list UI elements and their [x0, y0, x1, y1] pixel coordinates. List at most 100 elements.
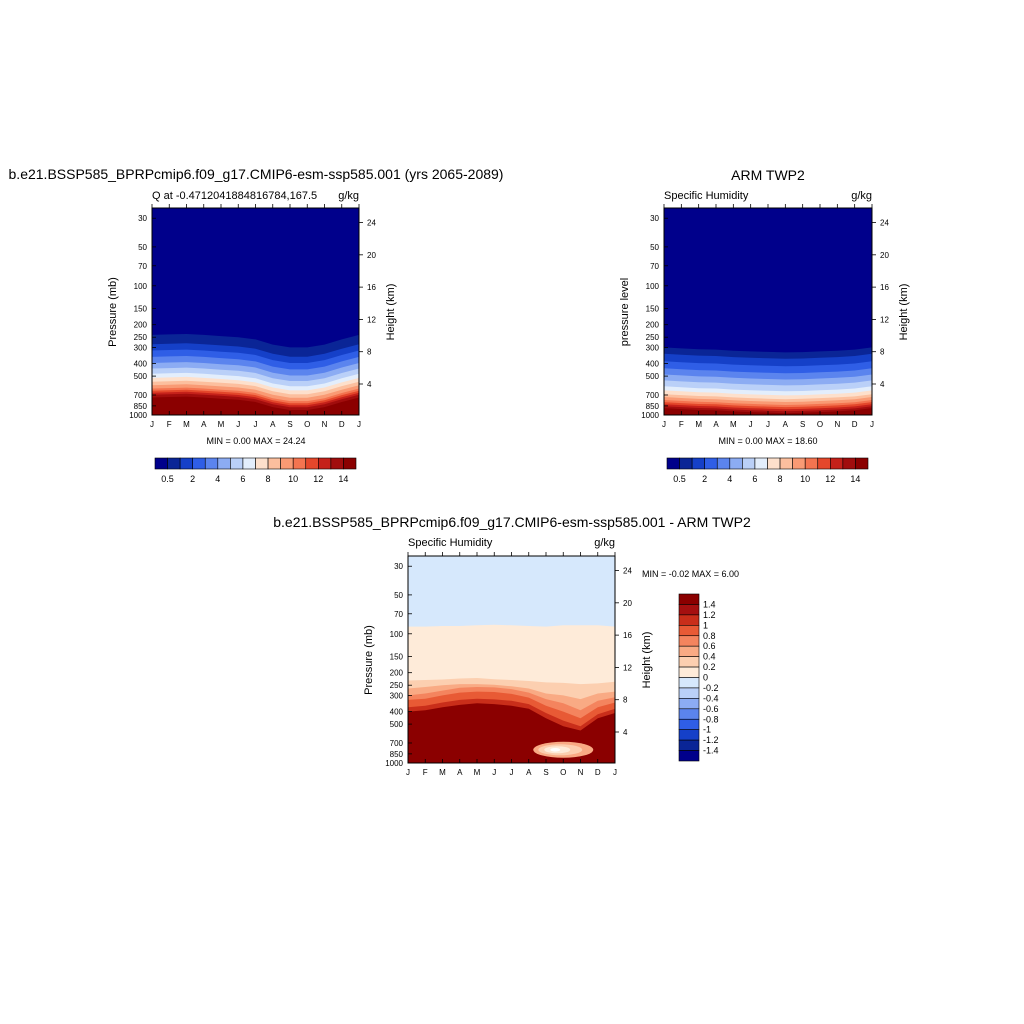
- pressure-tick-label: 100: [646, 282, 660, 291]
- x-tick-label: M: [218, 420, 225, 429]
- colorbar-swatch: [678, 614, 700, 626]
- colorbar-swatch: [754, 457, 768, 470]
- x-tick-label: J: [150, 420, 154, 429]
- panel-diff-minmax: MIN = -0.02 MAX = 6.00: [642, 569, 739, 579]
- panel-obs-colorbar: 0.5 2 4 6 8 10 12 14: [666, 457, 869, 484]
- height-tick-label: 4: [367, 380, 372, 389]
- colorbar-swatch: [330, 457, 344, 470]
- colorbar-swatch: [192, 457, 206, 470]
- panel-diff-units-label: g/kg: [594, 537, 615, 549]
- colorbar-swatch: [679, 457, 693, 470]
- contour-band: [152, 396, 359, 415]
- x-tick-label: A: [526, 768, 532, 777]
- colorbar-swatch: [678, 750, 700, 762]
- panel-diff-field: [408, 556, 615, 763]
- height-tick-label: 16: [880, 283, 889, 292]
- panel-diff: b.e21.BSSP585_BPRPcmip6.f09_g17.CMIP6-es…: [273, 514, 751, 777]
- x-tick-label: M: [695, 420, 702, 429]
- x-tick-label: J: [406, 768, 410, 777]
- colorbar-swatch: [280, 457, 294, 470]
- colorbar-swatch: [217, 457, 231, 470]
- colorbar-swatch: [678, 635, 700, 647]
- x-tick-label: O: [817, 420, 823, 429]
- colorbar-swatch: [204, 457, 219, 470]
- panel-model-units-label: g/kg: [338, 190, 359, 202]
- colorbar-swatch: [842, 457, 856, 470]
- colorbar-label: -0.6: [703, 704, 719, 714]
- colorbar-label: 12: [313, 474, 323, 484]
- height-tick-label: 20: [623, 599, 632, 608]
- colorbar-label: -0.4: [703, 693, 719, 703]
- colorbar-swatch: [255, 457, 269, 470]
- colorbar-swatch: [691, 457, 705, 470]
- x-tick-label: S: [287, 420, 292, 429]
- height-tick-label: 4: [880, 380, 885, 389]
- colorbar-swatch: [678, 718, 700, 730]
- x-tick-label: J: [613, 768, 617, 777]
- height-tick-label: 4: [623, 728, 628, 737]
- colorbar-swatch: [167, 457, 181, 470]
- height-tick-label: 12: [367, 315, 376, 324]
- colorbar-label: 14: [338, 474, 348, 484]
- colorbar-label: 0.5: [673, 474, 686, 484]
- colorbar-swatch: [830, 457, 844, 470]
- pressure-tick-label: 30: [650, 214, 659, 223]
- colorbar-label: 12: [825, 474, 835, 484]
- colorbar-swatch: [666, 457, 680, 470]
- x-tick-label: A: [201, 420, 207, 429]
- x-tick-label: M: [439, 768, 446, 777]
- x-tick-label: F: [167, 420, 172, 429]
- colorbar-swatch: [678, 739, 700, 751]
- colorbar-swatch: [678, 729, 700, 741]
- pressure-tick-label: 70: [138, 262, 147, 271]
- pressure-tick-label: 50: [138, 243, 147, 252]
- height-tick-label: 8: [367, 348, 372, 357]
- x-tick-label: J: [749, 420, 753, 429]
- pressure-tick-label: 30: [138, 214, 147, 223]
- x-tick-label: O: [304, 420, 310, 429]
- pressure-tick-label: 100: [390, 630, 404, 639]
- height-tick-label: 24: [367, 219, 376, 228]
- panel-model-field: [152, 208, 359, 415]
- panel-obs-left-label: Specific Humidity: [664, 190, 749, 202]
- colorbar-label: -1.4: [703, 746, 719, 756]
- panel-model-y2label: Height (km): [385, 284, 397, 341]
- colorbar-label: 8: [778, 474, 783, 484]
- height-tick-label: 12: [623, 663, 632, 672]
- panel-obs: ARM TWP2 Specific Humidity g/kg J F M A M J J A…: [619, 167, 910, 484]
- colorbar-swatch: [716, 457, 731, 470]
- x-tick-label: J: [492, 768, 496, 777]
- panel-model-left-label: Q at -0.4712041884816784,167.5: [152, 190, 317, 202]
- pressure-tick-label: 250: [134, 333, 148, 342]
- colorbar-swatch: [779, 457, 793, 470]
- colorbar-label: -1: [703, 725, 711, 735]
- panel-diff-ylabel: Pressure (mb): [363, 625, 375, 695]
- x-tick-label: D: [852, 420, 858, 429]
- colorbar-label: 0.5: [161, 474, 174, 484]
- height-tick-label: 20: [880, 251, 889, 260]
- colorbar-swatch: [343, 457, 357, 470]
- pressure-tick-label: 300: [646, 343, 660, 352]
- panel-obs-ylabel: pressure level: [619, 278, 631, 346]
- colorbar-swatch: [267, 457, 281, 470]
- panel-model-title: b.e21.BSSP585_BPRPcmip6.f09_g17.CMIP6-es…: [9, 166, 504, 182]
- panel-obs-units-label: g/kg: [851, 190, 872, 202]
- colorbar-label: 4: [215, 474, 220, 484]
- height-tick-label: 16: [367, 283, 376, 292]
- pressure-tick-label: 250: [390, 681, 404, 690]
- colorbar-swatch: [729, 457, 743, 470]
- pressure-tick-label: 850: [134, 402, 148, 411]
- colorbar-label: -0.8: [703, 714, 719, 724]
- pressure-tick-label: 150: [390, 653, 404, 662]
- pressure-tick-label: 200: [646, 321, 660, 330]
- x-tick-label: J: [870, 420, 874, 429]
- x-tick-label: J: [510, 768, 514, 777]
- x-tick-label: J: [357, 420, 361, 429]
- pressure-tick-label: 1000: [129, 411, 147, 420]
- colorbar-swatch: [678, 698, 700, 710]
- x-tick-label: N: [578, 768, 584, 777]
- colorbar-swatch: [242, 457, 256, 470]
- pressure-tick-label: 300: [390, 691, 404, 700]
- colorbar-label: -1.2: [703, 735, 719, 745]
